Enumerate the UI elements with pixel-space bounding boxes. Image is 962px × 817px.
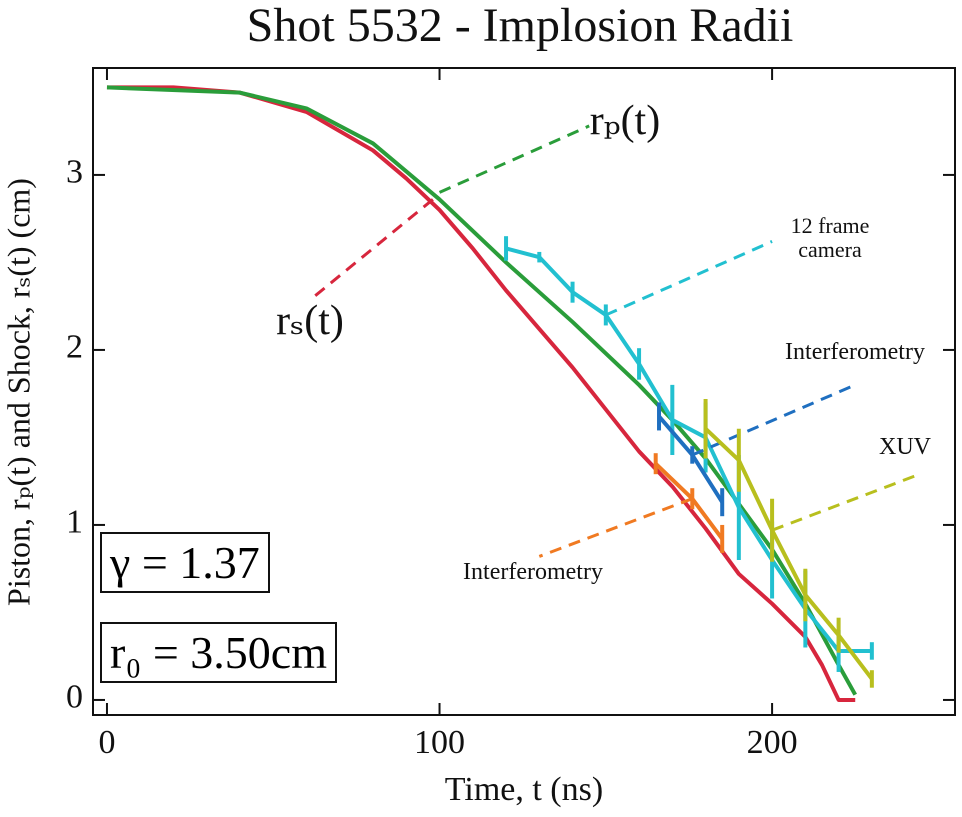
gamma-box: γ = 1.37 bbox=[100, 532, 270, 593]
series-label: rₛ(t) bbox=[276, 298, 344, 344]
y-tick-label: 3 bbox=[66, 154, 83, 191]
chart-title: Shot 5532 - Implosion Radii bbox=[247, 0, 794, 52]
series-line bbox=[505, 246, 872, 653]
series-line bbox=[106, 85, 857, 696]
series-label: rₚ(t) bbox=[589, 98, 661, 144]
leader-line bbox=[691, 383, 856, 457]
leader-line bbox=[771, 474, 916, 532]
y-tick-label: 1 bbox=[66, 504, 83, 541]
leader-line bbox=[438, 124, 590, 194]
series-label: 12 frame camera bbox=[790, 213, 870, 263]
plot-frame bbox=[92, 67, 956, 716]
y-tick-label: 0 bbox=[66, 679, 83, 716]
r0-box: r₀ = 3.50cm bbox=[100, 622, 337, 683]
leader-line bbox=[605, 240, 773, 317]
series-label: Interferometry bbox=[785, 339, 925, 365]
leader-line bbox=[312, 198, 434, 299]
leader-line bbox=[538, 497, 693, 558]
series-label: Interferometry bbox=[463, 559, 603, 585]
series-label: XUV bbox=[879, 434, 931, 460]
series-line bbox=[106, 85, 856, 702]
x-axis-label: Time, t (ns) bbox=[445, 771, 603, 808]
x-tick-label: 100 bbox=[414, 724, 465, 761]
series-line bbox=[704, 427, 874, 681]
y-tick-label: 2 bbox=[66, 329, 83, 366]
x-tick-label: 200 bbox=[747, 724, 798, 761]
y-axis-label: Piston, rₚ(t) and Shock, rₛ(t) (cm) bbox=[0, 178, 36, 606]
x-tick-label: 0 bbox=[98, 724, 115, 761]
